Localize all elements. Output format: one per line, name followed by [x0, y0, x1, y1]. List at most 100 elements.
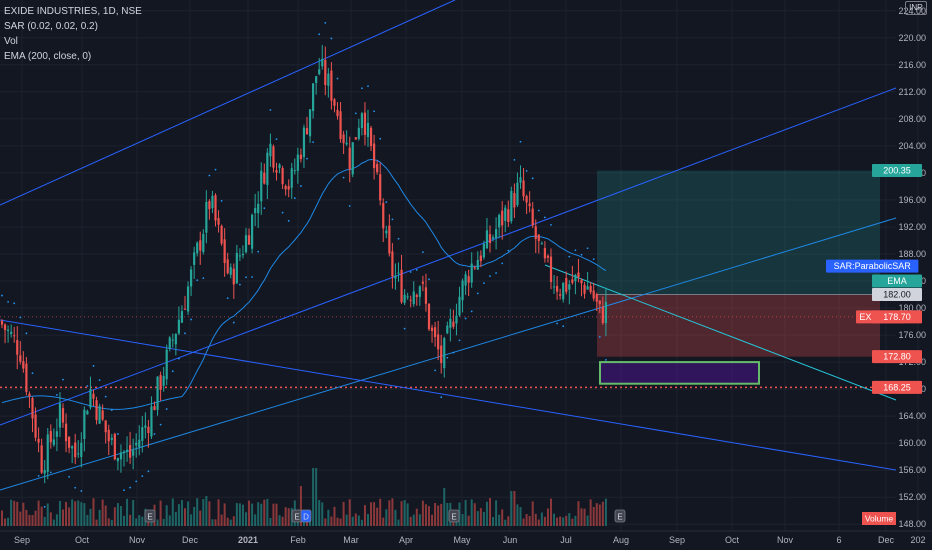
candle-body — [473, 267, 476, 269]
sar-dot — [202, 277, 205, 279]
legend-sar[interactable]: SAR (0.02, 0.02, 0.2) — [4, 21, 98, 32]
candle-body — [510, 190, 513, 222]
currency-badge[interactable]: INR — [905, 1, 927, 15]
candle-body — [183, 308, 187, 310]
volume-bar — [217, 499, 220, 526]
candle-body — [116, 458, 119, 462]
x-tick-label: Nov — [129, 535, 146, 545]
candle-body — [315, 76, 318, 83]
candle-body — [144, 425, 147, 428]
candle-body — [577, 272, 580, 278]
candle-body — [7, 329, 10, 332]
candle-body — [437, 334, 440, 350]
legend-title[interactable]: EXIDE INDUSTRIES, 1D, NSE — [4, 6, 142, 17]
volume-bar — [16, 501, 19, 526]
sar-dots — [1, 21, 607, 508]
volume-bar — [162, 518, 165, 526]
x-tick-label: Sep — [669, 535, 685, 545]
volume-bar — [86, 514, 89, 526]
volume-bar — [489, 498, 491, 526]
candle-body — [305, 128, 309, 135]
x-tick-label: Aug — [613, 535, 629, 545]
sar-dot — [324, 21, 327, 24]
event-marker: E — [144, 509, 156, 523]
volume-bar — [113, 507, 116, 526]
volume-bar — [598, 504, 601, 526]
x-tick-label: May — [453, 535, 471, 545]
volume-bar — [354, 513, 357, 526]
volume-bar — [226, 517, 229, 526]
candle-body — [64, 423, 68, 442]
candle-body — [531, 208, 534, 226]
event-marker-text: E — [617, 513, 622, 522]
candles — [0, 45, 607, 484]
volume-bar — [95, 519, 98, 526]
sar-dot — [519, 140, 522, 143]
volume-bar — [321, 502, 324, 526]
sar-dot — [513, 158, 516, 161]
candle-body — [153, 406, 156, 411]
x-tick-label: Oct — [725, 535, 740, 545]
candle-body — [28, 393, 31, 397]
candle-body — [604, 301, 607, 324]
sar-dot — [422, 251, 424, 254]
candle-body — [226, 259, 229, 274]
sar-dot — [165, 408, 168, 410]
volume-bar — [165, 505, 168, 526]
candle-body — [260, 170, 263, 202]
sar-dot — [251, 276, 254, 278]
candle-body — [290, 168, 293, 188]
volume-bar — [299, 486, 302, 526]
price-label: 168.25 — [872, 380, 922, 394]
volume-bar — [211, 519, 214, 526]
legend-ema[interactable]: EMA (200, close, 0) — [4, 51, 92, 62]
candle-body — [254, 208, 257, 214]
candle-body — [220, 225, 223, 244]
volume-bar — [516, 504, 519, 526]
candle-body — [171, 339, 174, 341]
x-tick-label: 202 — [910, 535, 925, 545]
sar-dot — [409, 271, 412, 273]
candle-body — [98, 406, 101, 424]
legend-vol[interactable]: Vol — [4, 36, 18, 47]
y-tick-label: 212.00 — [898, 87, 926, 97]
volume-bar — [101, 499, 104, 526]
volume-bar — [34, 510, 37, 526]
trend-line — [0, 87, 897, 426]
candle-body — [345, 142, 348, 145]
sar-dot — [574, 249, 577, 252]
volume-bar — [235, 503, 238, 526]
volume-bar — [537, 519, 540, 526]
volume-bar — [485, 501, 488, 526]
candle-body — [513, 193, 516, 208]
volume-bar — [80, 502, 83, 526]
candle-body — [269, 143, 272, 157]
volume-bar — [339, 518, 342, 526]
volume-bar — [107, 518, 110, 526]
price-label-bg — [826, 259, 919, 273]
candle-body — [491, 237, 495, 239]
candle-body — [10, 331, 13, 335]
sar-dot — [1, 294, 3, 297]
sar-dot — [470, 310, 473, 313]
candle-body — [516, 182, 519, 206]
candle-body — [19, 355, 22, 362]
sar-dot — [434, 369, 436, 372]
y-tick-label: 208.00 — [898, 114, 926, 124]
volume-bar — [68, 507, 71, 526]
sar-dot — [19, 316, 22, 319]
price-label-text: EMA — [887, 276, 907, 286]
candle-body — [101, 410, 104, 420]
volume-bar — [171, 498, 174, 526]
candle-body — [452, 321, 455, 327]
candle-body — [421, 281, 424, 284]
volume-bar — [531, 501, 534, 526]
candle-body — [363, 112, 367, 135]
volume-bar — [522, 518, 525, 526]
sar-dot — [336, 77, 339, 80]
price-label: EMA — [872, 274, 922, 288]
volume-bar — [601, 501, 604, 526]
candle-body — [266, 152, 269, 185]
candle-body — [525, 196, 528, 203]
